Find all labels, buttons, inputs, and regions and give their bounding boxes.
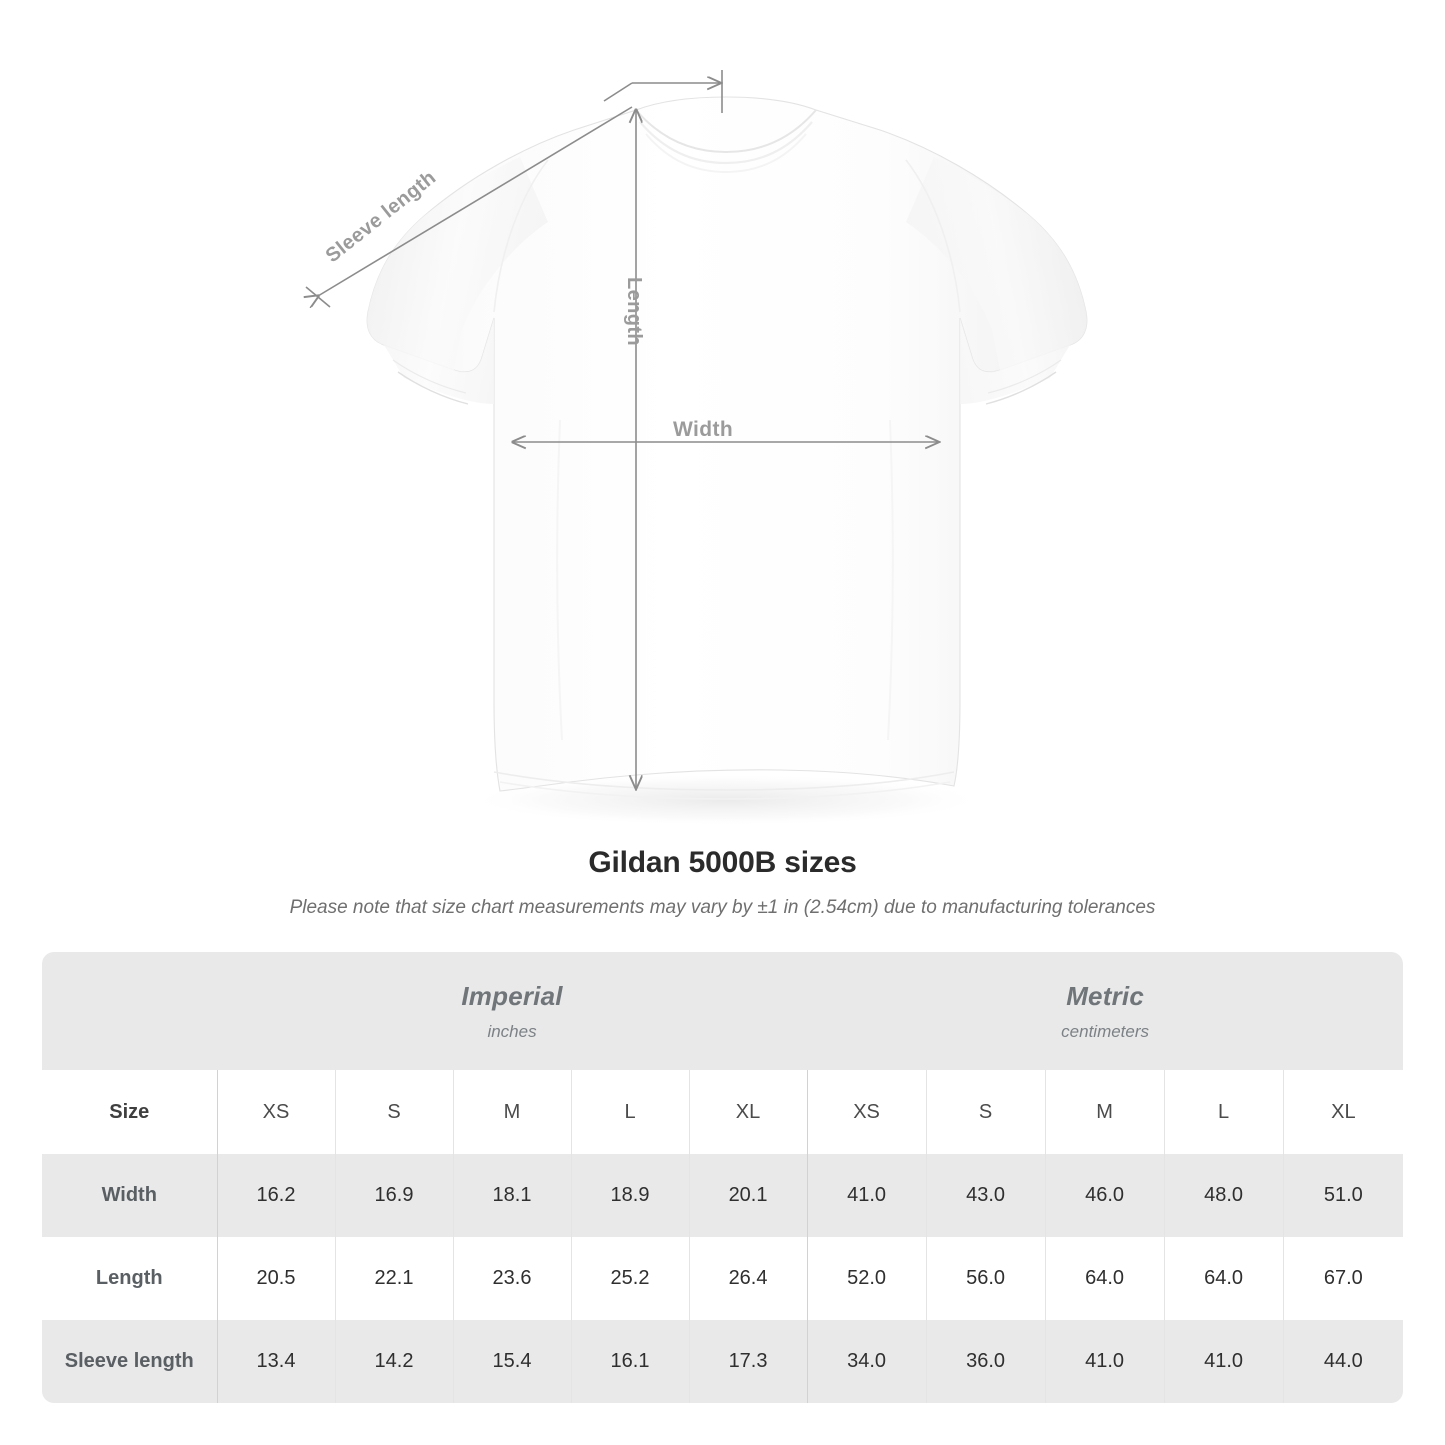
tolerance-note: Please note that size chart measurements…	[289, 897, 1156, 918]
cell-length-metric-l: 64.0	[1163, 1237, 1284, 1320]
cell-length-metric-xl: 67.0	[1282, 1237, 1404, 1320]
cell-width-imperial-m: 18.1	[452, 1154, 571, 1237]
unit-header-row: Imperial inches Metric centimeters	[42, 952, 1404, 1070]
size-header-metric-m: M	[1044, 1070, 1165, 1154]
cell-width-imperial-xs: 16.2	[216, 1154, 335, 1237]
table-row: Sleeve length 13.4 14.2 15.4 16.1 17.3 3…	[42, 1320, 1404, 1403]
cell-sleeve-metric-s: 36.0	[925, 1320, 1046, 1403]
width-label: Width	[673, 418, 734, 441]
unit-group-metric: Metric centimeters	[807, 952, 1404, 1070]
size-header-label: Size	[42, 1070, 217, 1154]
cell-length-metric-xs: 52.0	[806, 1237, 927, 1320]
sleeve-shoulder-leader	[603, 82, 633, 102]
size-table-wrapper: Imperial inches Metric centimeters Size …	[42, 952, 1404, 1403]
row-label-sleeve-length: Sleeve length	[42, 1320, 217, 1403]
size-header-metric-l: L	[1163, 1070, 1284, 1154]
size-header-imperial-xs: XS	[216, 1070, 335, 1154]
heading-block: Gildan 5000B sizes Please note that size…	[0, 846, 1445, 919]
sleeve-dimension-line	[318, 106, 633, 296]
cell-sleeve-metric-m: 41.0	[1044, 1320, 1165, 1403]
cell-width-imperial-xl: 20.1	[688, 1154, 808, 1237]
cell-length-imperial-xl: 26.4	[688, 1237, 808, 1320]
cell-width-metric-xl: 51.0	[1282, 1154, 1404, 1237]
unit-group-imperial-name: Imperial	[461, 980, 563, 1011]
cell-length-imperial-m: 23.6	[452, 1237, 571, 1320]
page-title: Gildan 5000B sizes	[588, 846, 857, 879]
cell-length-imperial-s: 22.1	[334, 1237, 453, 1320]
length-label: Length	[623, 277, 645, 347]
size-header-imperial-m: M	[452, 1070, 571, 1154]
cell-sleeve-imperial-xl: 17.3	[688, 1320, 808, 1403]
cell-sleeve-imperial-l: 16.1	[570, 1320, 689, 1403]
unit-spacer-cell	[42, 952, 217, 1070]
size-header-row: Size XS S M L XL XS S M L XL	[42, 1070, 1404, 1154]
size-header-imperial-s: S	[334, 1070, 453, 1154]
size-header-imperial-l: L	[570, 1070, 689, 1154]
unit-group-metric-sub: centimeters	[1061, 1021, 1150, 1041]
cell-width-metric-l: 48.0	[1163, 1154, 1284, 1237]
cell-sleeve-imperial-xs: 13.4	[216, 1320, 335, 1403]
cell-sleeve-metric-l: 41.0	[1163, 1320, 1284, 1403]
unit-group-imperial-sub: inches	[487, 1021, 537, 1041]
cell-length-metric-s: 56.0	[925, 1237, 1046, 1320]
cell-sleeve-imperial-s: 14.2	[334, 1320, 453, 1403]
size-header-imperial-xl: XL	[688, 1070, 808, 1154]
cell-width-metric-m: 46.0	[1044, 1154, 1165, 1237]
table-row: Length 20.5 22.1 23.6 25.2 26.4 52.0 56.…	[42, 1237, 1404, 1320]
tshirt-diagram: Sleeve length Length Width	[0, 70, 1088, 826]
size-table: Imperial inches Metric centimeters Size …	[42, 952, 1404, 1403]
cell-length-imperial-l: 25.2	[570, 1237, 689, 1320]
cell-width-metric-s: 43.0	[925, 1154, 1046, 1237]
cell-width-imperial-l: 18.9	[570, 1154, 689, 1237]
table-row: Width 16.2 16.9 18.1 18.9 20.1 41.0 43.0…	[42, 1154, 1404, 1237]
cell-width-metric-xs: 41.0	[806, 1154, 927, 1237]
row-label-length: Length	[42, 1237, 217, 1320]
cell-length-imperial-xs: 20.5	[216, 1237, 335, 1320]
shirt-shadow	[466, 774, 986, 826]
cell-sleeve-metric-xl: 44.0	[1282, 1320, 1404, 1403]
size-header-metric-xs: XS	[806, 1070, 927, 1154]
size-header-metric-s: S	[925, 1070, 1046, 1154]
cell-sleeve-imperial-m: 15.4	[452, 1320, 571, 1403]
size-header-metric-xl: XL	[1282, 1070, 1404, 1154]
cell-sleeve-metric-xs: 34.0	[806, 1320, 927, 1403]
cell-length-metric-m: 64.0	[1044, 1237, 1165, 1320]
measurement-lines	[306, 70, 938, 788]
sleeve-hem-tick	[305, 286, 331, 308]
row-label-width: Width	[42, 1154, 217, 1237]
unit-group-metric-name: Metric	[1066, 980, 1144, 1011]
unit-group-imperial: Imperial inches	[217, 952, 808, 1070]
cell-width-imperial-s: 16.9	[334, 1154, 453, 1237]
